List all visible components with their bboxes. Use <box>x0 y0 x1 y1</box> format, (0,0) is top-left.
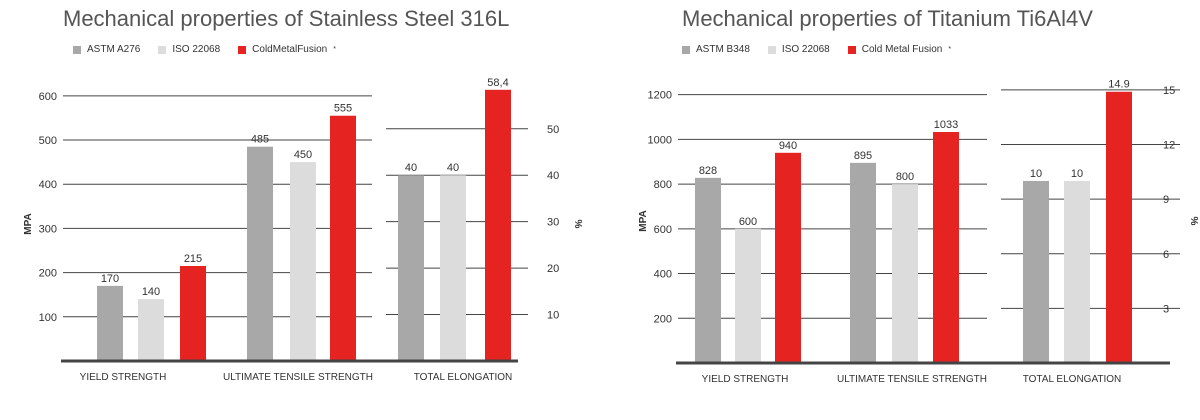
chart-title: Mechanical properties of Stainless Steel… <box>63 6 510 31</box>
y-tick-label: 1200 <box>648 90 672 102</box>
y-tick-label: 300 <box>39 223 57 235</box>
bar <box>180 265 206 361</box>
legend-label: ISO 22068 <box>172 44 221 55</box>
data-label: 1033 <box>934 119 958 131</box>
data-label: 600 <box>739 216 757 228</box>
x-tick-label: YIELD STRENGTH <box>80 372 167 383</box>
bar <box>398 175 424 361</box>
y2-tick-label: 20 <box>547 263 559 275</box>
data-label: 940 <box>779 140 797 152</box>
legend-swatch <box>767 45 776 54</box>
legend-swatch <box>238 45 247 54</box>
x-tick-label: TOTAL ELONGATION <box>414 372 513 383</box>
bar <box>330 115 356 362</box>
data-label: 10 <box>1030 168 1042 180</box>
x-tick-label: ULTIMATE TENSILE STRENGTH <box>223 372 373 383</box>
y-tick-label: 600 <box>39 91 57 103</box>
bar <box>247 146 273 361</box>
data-label: 828 <box>699 165 717 177</box>
bar <box>440 175 466 361</box>
legend: ASTM B348 ISO 22068 Cold Metal Fusion * <box>682 44 951 55</box>
data-label: 10 <box>1071 168 1083 180</box>
y-tick-label: 500 <box>39 135 57 147</box>
x-tick-label: TOTAL ELONGATION <box>1023 374 1122 385</box>
x-tick-label: ULTIMATE TENSILE STRENGTH <box>837 374 987 385</box>
legend-suffix: * <box>948 46 952 53</box>
bar <box>290 162 316 361</box>
legend: ASTM A276 ISO 22068 ColdMetalFusion * <box>73 44 336 55</box>
y2-tick-label: 15 <box>1163 85 1175 97</box>
legend-label: ColdMetalFusion <box>252 44 328 55</box>
chart-plot: 100 200 300 400 500 600 10 20 30 40 50 MPA % 170 140 21… <box>23 77 583 383</box>
data-label: 450 <box>294 149 312 161</box>
y2-tick-label: 40 <box>547 170 559 182</box>
x-tick-label: YIELD STRENGTH <box>702 374 789 385</box>
y2-tick-label: 3 <box>1163 303 1169 315</box>
y-axis-label: MPA <box>23 213 34 234</box>
y2-tick-label: 50 <box>547 124 559 136</box>
data-label: 170 <box>101 273 119 285</box>
data-label: 140 <box>142 286 160 298</box>
chart-plot: 200 400 600 800 1000 1200 3 6 9 12 15 MPA % 828 600 940… <box>638 79 1199 385</box>
legend-item: Cold Metal Fusion * <box>847 44 952 55</box>
y2-axis-label: % <box>1188 217 1199 226</box>
data-label: 14.9 <box>1108 79 1129 91</box>
bar <box>1064 180 1090 363</box>
bar <box>138 299 164 361</box>
y-tick-label: 400 <box>39 179 57 191</box>
data-label: 215 <box>184 253 202 265</box>
legend-label: ISO 22068 <box>781 44 830 55</box>
y2-tick-label: 6 <box>1163 249 1169 261</box>
legend-item: ASTM A276 <box>73 44 140 55</box>
bar <box>775 152 801 363</box>
data-label: 800 <box>896 171 914 183</box>
y-tick-label: 200 <box>39 268 57 280</box>
y2-tick-label: 10 <box>547 310 559 322</box>
bar <box>892 184 918 363</box>
data-label: 40 <box>405 162 417 174</box>
legend-item: ASTM B348 <box>682 44 750 55</box>
chart-title: Mechanical properties of Titanium Ti6Al4… <box>682 6 1093 31</box>
legend-label: Cold Metal Fusion <box>861 44 943 55</box>
bar <box>933 131 959 363</box>
y-tick-label: 100 <box>39 312 57 324</box>
bar <box>850 162 876 363</box>
y2-tick-label: 12 <box>1163 140 1175 152</box>
legend-label: ASTM A276 <box>87 44 141 55</box>
legend-swatch <box>847 45 856 54</box>
y-tick-label: 600 <box>654 224 672 236</box>
legend-swatch <box>158 45 167 54</box>
y-tick-label: 200 <box>654 313 672 325</box>
bar <box>735 228 761 363</box>
legend-item: ColdMetalFusion * <box>238 44 336 55</box>
bar <box>1023 180 1049 363</box>
y-tick-label: 1000 <box>648 134 672 146</box>
data-label: 485 <box>251 134 269 146</box>
y2-tick-label: 30 <box>547 217 559 229</box>
data-label: 58,4 <box>487 77 508 89</box>
legend-item: ISO 22068 <box>767 44 830 55</box>
y2-tick-label: 9 <box>1163 194 1169 206</box>
data-label: 555 <box>334 103 352 115</box>
legend-swatch <box>73 45 81 54</box>
data-label: 895 <box>854 150 872 162</box>
bar <box>485 89 511 361</box>
bar <box>97 285 123 361</box>
legend-label: ASTM B348 <box>696 44 750 55</box>
bar <box>1106 91 1132 363</box>
y-tick-label: 400 <box>654 269 672 281</box>
legend-swatch <box>682 45 690 54</box>
bar <box>695 177 721 363</box>
y2-axis-label: % <box>572 220 583 229</box>
chart-titanium: Mechanical properties of Titanium Ti6Al4… <box>615 0 1200 420</box>
legend-suffix: * <box>333 46 336 53</box>
y-axis-label: MPA <box>638 210 649 231</box>
data-label: 40 <box>447 162 459 174</box>
y-tick-label: 800 <box>654 179 672 191</box>
legend-item: ISO 22068 <box>158 44 220 55</box>
chart-stainless-steel: Mechanical properties of Stainless Steel… <box>0 0 585 420</box>
